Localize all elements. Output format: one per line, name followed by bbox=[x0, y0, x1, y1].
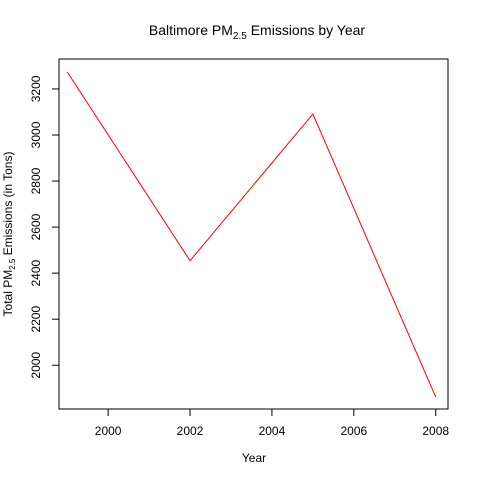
y-axis-label: Total PM2.5 Emissions (in Tons) bbox=[1, 152, 17, 317]
y-axis-label-rest: Emissions (in Tons) bbox=[1, 152, 15, 259]
plot-area: 2000 2002 2004 2006 2008 2000 2200 2400 2600 2800… bbox=[29, 58, 449, 438]
y-tick-label: 2800 bbox=[29, 167, 43, 194]
chart-title-rest: Emissions by Year bbox=[247, 22, 366, 38]
y-tick-label: 2600 bbox=[29, 213, 43, 240]
x-tick-label: 2004 bbox=[259, 424, 286, 438]
chart-title: Baltimore PM2.5 Emissions by Year bbox=[149, 22, 366, 42]
series-line-0 bbox=[66, 71, 437, 398]
x-tick-label: 2008 bbox=[422, 424, 449, 438]
y-tick-label: 3200 bbox=[29, 75, 43, 102]
y-tick-label: 2000 bbox=[29, 352, 43, 379]
y-tick-label: 2400 bbox=[29, 259, 43, 286]
x-tick-label: 2002 bbox=[177, 424, 204, 438]
x-axis-label: Year bbox=[242, 451, 266, 465]
x-tick-label: 2006 bbox=[340, 424, 367, 438]
y-axis-label-main: Total PM bbox=[1, 270, 15, 317]
x-tick-label: 2000 bbox=[95, 424, 122, 438]
chart-title-subscript: 2.5 bbox=[233, 31, 247, 42]
y-tick-label: 2200 bbox=[29, 306, 43, 333]
plot-frame bbox=[58, 58, 449, 410]
y-tick-label: 3000 bbox=[29, 121, 43, 148]
chart-title-main: Baltimore PM bbox=[149, 22, 233, 38]
y-axis-label-subscript: 2.5 bbox=[8, 258, 17, 270]
